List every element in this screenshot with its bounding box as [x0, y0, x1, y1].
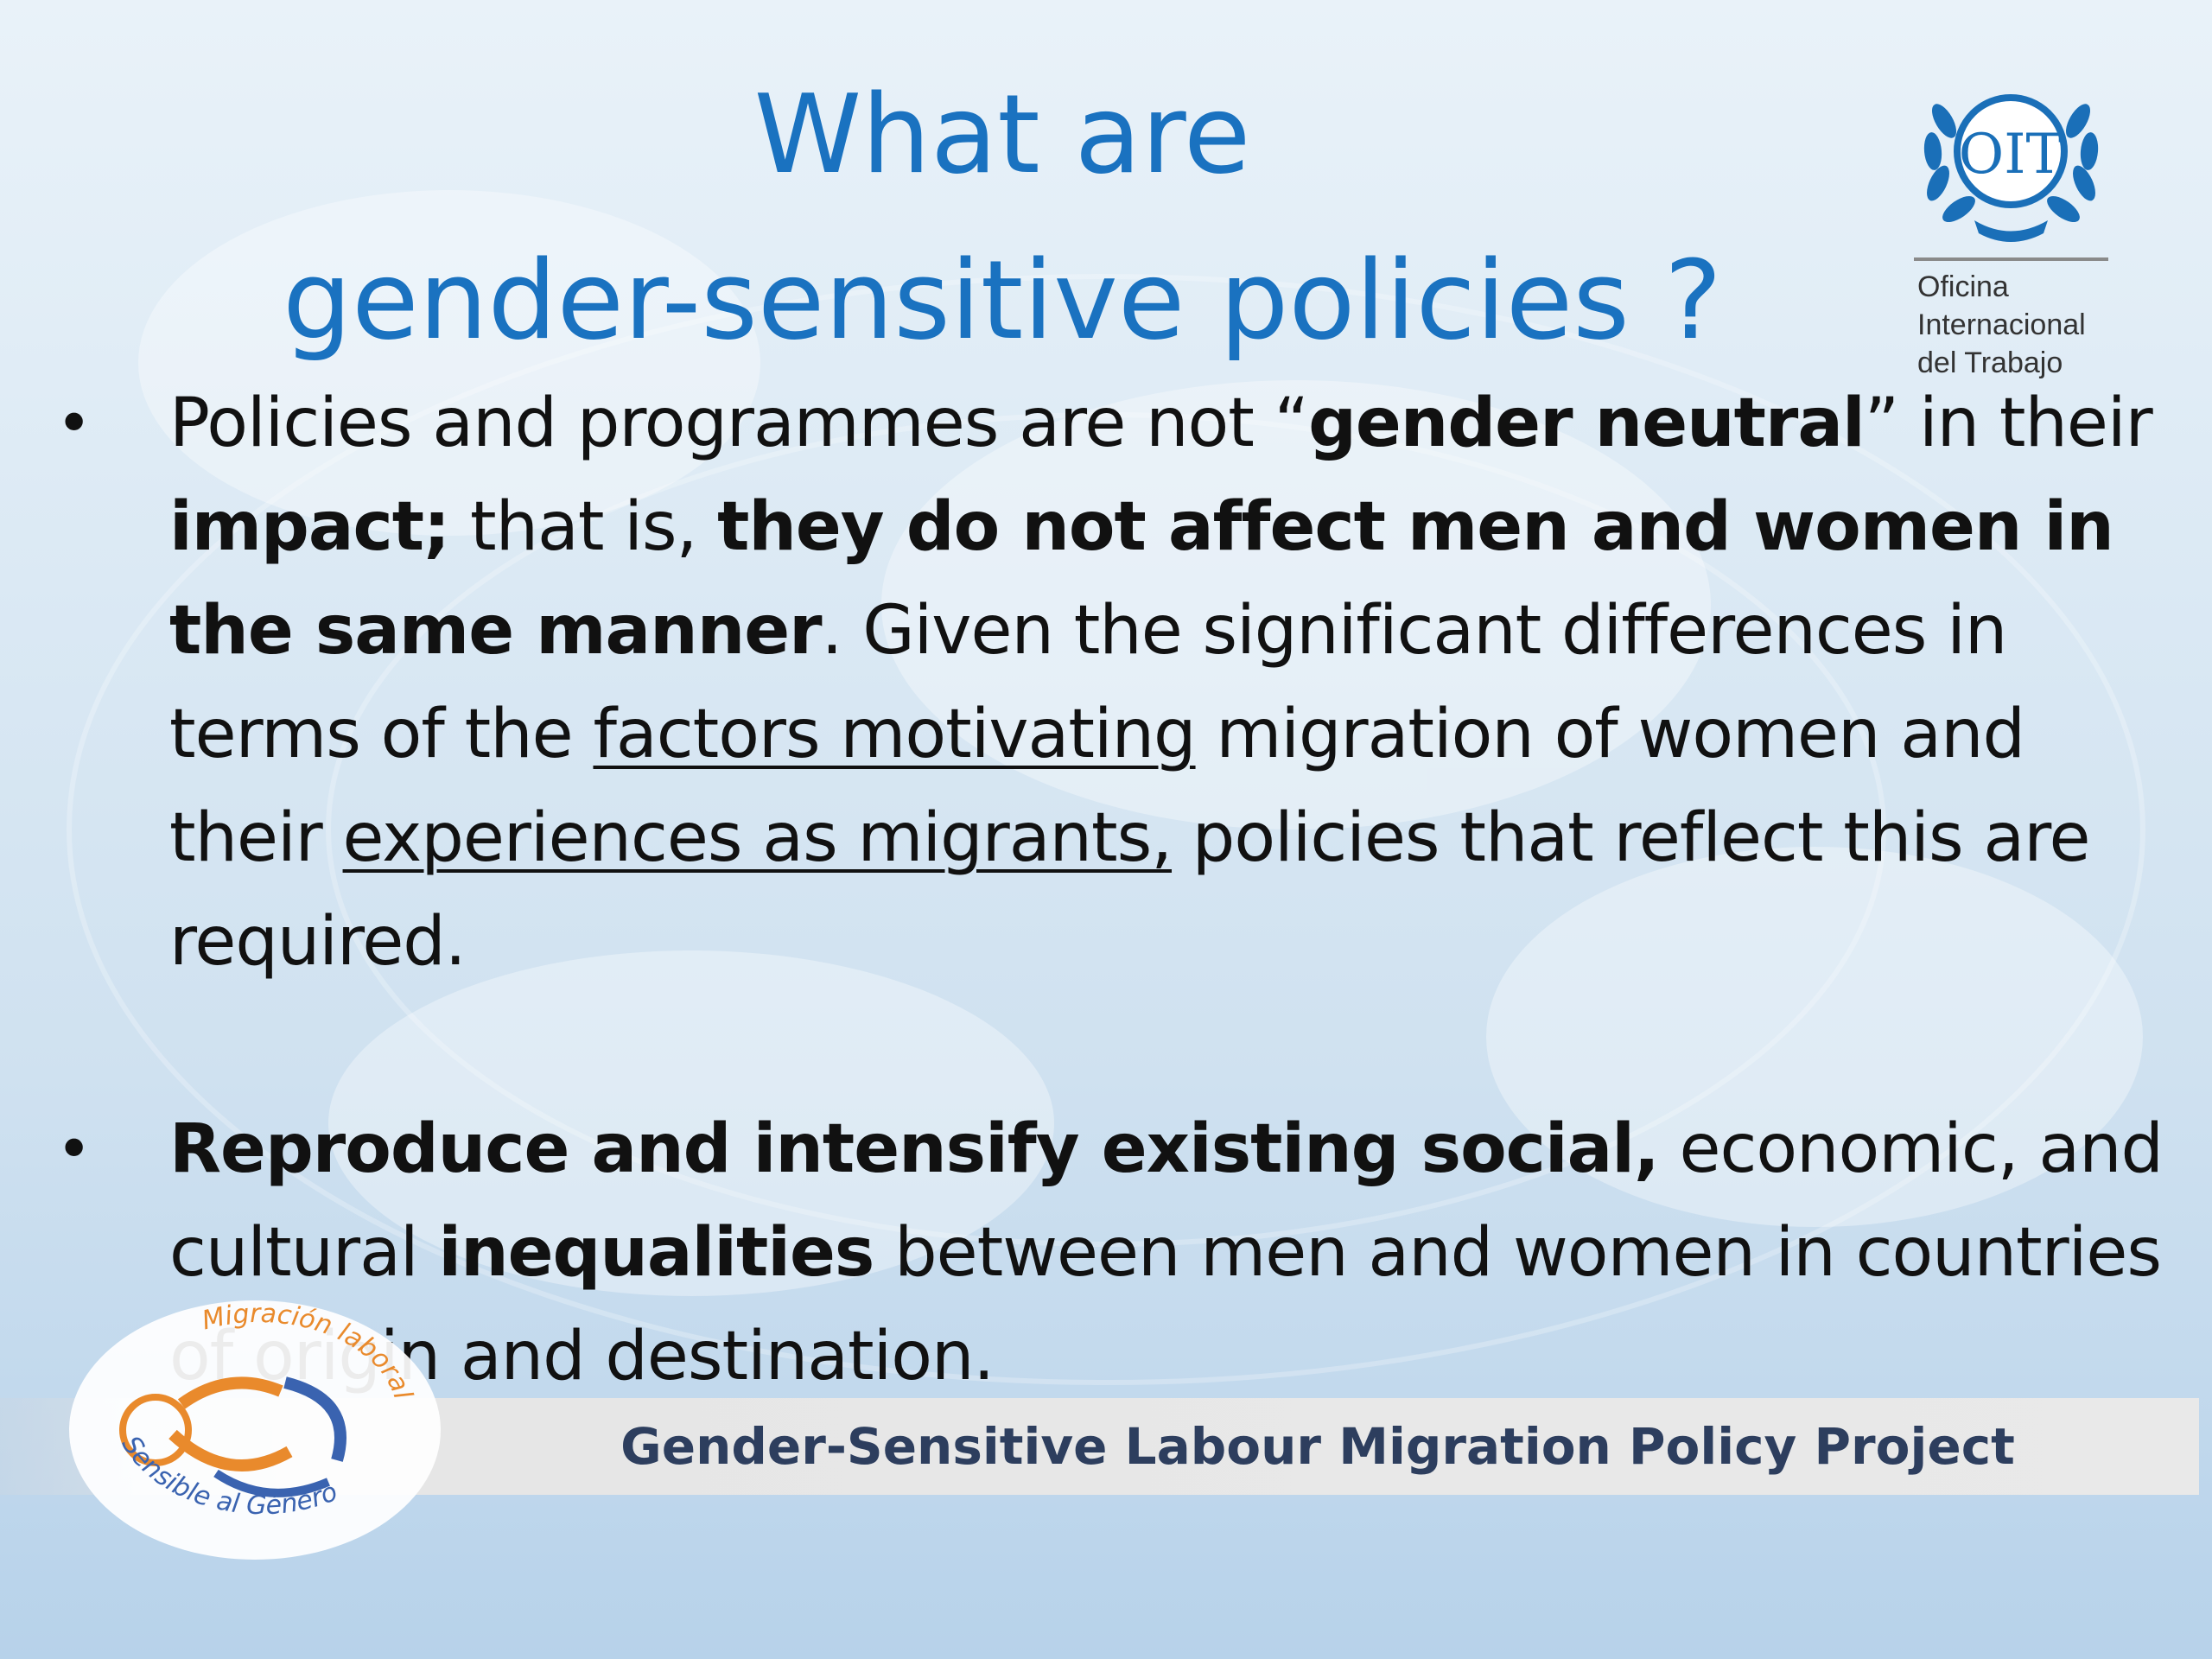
footer-project-title: Gender-Sensitive Labour Migration Policy… — [620, 1417, 2015, 1476]
svg-text:OIT: OIT — [1959, 123, 2063, 187]
oit-org-line-1: Oficina — [1917, 270, 2009, 303]
bullet-dot: • — [56, 388, 92, 459]
bullet-text-2: Reproduce and intensify existing social,… — [169, 1110, 2164, 1395]
oit-logo: OIT Oficina Internacional del Trabajo — [1905, 69, 2130, 397]
bullet-list: • Policies and programmes are not “gende… — [52, 372, 2186, 1408]
bullet-text-1: Policies and programmes are not “gender … — [169, 385, 2153, 981]
oit-org-line-2: Internacional — [1917, 308, 2086, 341]
title-line-1: What are — [753, 71, 1251, 198]
bullet-item-2: • Reproduce and intensify existing socia… — [52, 1097, 2186, 1408]
oit-logo-divider — [1914, 257, 2108, 261]
bullet-item-1: • Policies and programmes are not “gende… — [52, 372, 2186, 994]
oit-emblem-icon: OIT — [1923, 94, 2099, 242]
title-line-2: gender-sensitive policies ? — [283, 237, 1722, 364]
gender-sensitive-seal-logo: Migración laboral Sensible al Género — [69, 1299, 441, 1560]
oit-org-line-3: del Trabajo — [1917, 346, 2063, 379]
slide-title: What are gender-sensitive policies ? — [173, 52, 1832, 384]
oit-org-name: Oficina Internacional del Trabajo — [1917, 268, 2142, 382]
bullet-dot: • — [56, 1114, 92, 1185]
